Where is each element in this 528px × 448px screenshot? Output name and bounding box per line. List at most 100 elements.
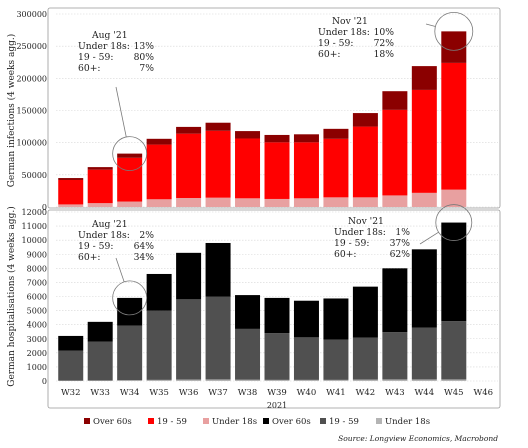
bar-segment (176, 379, 202, 381)
bar-segment (293, 379, 319, 381)
bar-segment (58, 178, 84, 180)
bar-segment (323, 298, 349, 340)
legend-label: Over 60s (93, 417, 132, 427)
legend-label: Under 18s (212, 417, 257, 427)
x-tick-label: W37 (208, 388, 228, 398)
annotation-value: 34% (134, 252, 155, 263)
bar-segment (235, 131, 261, 139)
annotation-value: 64% (134, 241, 155, 252)
y-tick-label: 12000 (22, 208, 47, 217)
annotation-label: 60+: (318, 49, 340, 60)
bar-segment (117, 325, 143, 381)
bar-segment (58, 179, 84, 205)
bar-segment (323, 138, 349, 198)
annotation-label: 60+: (334, 249, 356, 260)
bar-segment (87, 203, 113, 207)
bar-segment (441, 222, 467, 322)
y-tick-label: 3000 (27, 335, 47, 344)
legend-label: 19 - 59 (157, 417, 187, 427)
annotation-label: 19 - 59: (78, 241, 113, 252)
y-tick-label: 200000 (16, 74, 47, 83)
bar-segment (264, 297, 290, 334)
callout-line (425, 23, 436, 27)
bar-segment (352, 286, 378, 338)
legend-swatch (263, 418, 269, 424)
y-tick-label: 5000 (27, 307, 47, 316)
bar-segment (323, 339, 349, 380)
bar-segment (235, 295, 261, 329)
legend-swatch (320, 418, 326, 424)
source-note: Source: Longview Economics, Macrobond (338, 434, 498, 443)
bar-segment (87, 341, 113, 381)
bar-segment (146, 310, 172, 380)
legend-swatch (84, 418, 90, 424)
annotation-value: 37% (390, 238, 411, 249)
bar-segment (146, 144, 172, 200)
bar-segment (117, 157, 143, 202)
bar-segment (293, 142, 319, 199)
x-tick-label: W33 (90, 388, 110, 398)
y-tick-label: 0 (42, 377, 47, 386)
bar-segment (176, 299, 202, 380)
y-tick-label: 8000 (27, 264, 47, 273)
bar-segment (264, 379, 290, 381)
bar-segment (264, 333, 290, 380)
bar-segment (176, 252, 202, 300)
y-tick-label: 150000 (16, 107, 47, 116)
bar-segment (58, 335, 84, 351)
bar-segment (382, 268, 408, 333)
bar-segment (382, 109, 408, 196)
bar-segment (441, 31, 467, 63)
bar-segment (293, 134, 319, 143)
bar-segment (382, 332, 408, 380)
annotation-value: 2% (139, 230, 154, 241)
annotation-label: 60+: (78, 63, 100, 74)
bar-segment (411, 249, 437, 328)
bar-segment (264, 198, 290, 207)
bar-segment (235, 138, 261, 199)
bar-segment (411, 89, 437, 193)
y-tick-label: 300000 (16, 10, 47, 19)
annotation-label: Under 18s: (334, 227, 386, 238)
bar-segment (352, 126, 378, 198)
bar-segment (117, 380, 143, 381)
y-axis-label: German infections (4 weeks agg.) (6, 34, 17, 188)
y-tick-label: 7000 (27, 278, 47, 287)
y-tick-label: 1000 (27, 363, 47, 372)
y-tick-label: 100000 (16, 139, 47, 148)
bar-segment (146, 379, 172, 381)
x-axis-label: 2021 (267, 401, 287, 410)
legend-label: Under 18s (385, 417, 430, 427)
bar-segment (117, 297, 143, 326)
x-tick-label: W35 (149, 388, 169, 398)
bar-segment (293, 198, 319, 207)
bar-segment (205, 130, 231, 198)
bar-segment (323, 128, 349, 139)
bar-segment (293, 337, 319, 380)
bar-segment (411, 379, 437, 381)
infections-chart: 0 50000 100000 150000 200000 250000 300000 Germ… (6, 7, 501, 212)
bar-segment (176, 126, 202, 134)
legend-swatch (148, 418, 154, 424)
bar-segment (146, 138, 172, 145)
bar-segment (293, 300, 319, 338)
bar-segment (176, 197, 202, 207)
bar-segment (117, 153, 143, 158)
annotation-value: 72% (374, 38, 395, 49)
x-tick-label: W38 (238, 388, 258, 398)
bar-segment (323, 379, 349, 381)
y-tick-label: 6000 (27, 293, 47, 302)
bar-segment (382, 379, 408, 381)
bar-segment (264, 142, 290, 199)
bar-segment (411, 66, 437, 90)
bar-segment (117, 201, 143, 207)
bar-segment (382, 91, 408, 110)
x-tick-label: W40 (297, 388, 317, 398)
y-tick-label: 50000 (22, 171, 47, 180)
bar-segment (176, 133, 202, 198)
callout-line (419, 231, 439, 245)
y-tick-label: 11000 (22, 222, 47, 231)
